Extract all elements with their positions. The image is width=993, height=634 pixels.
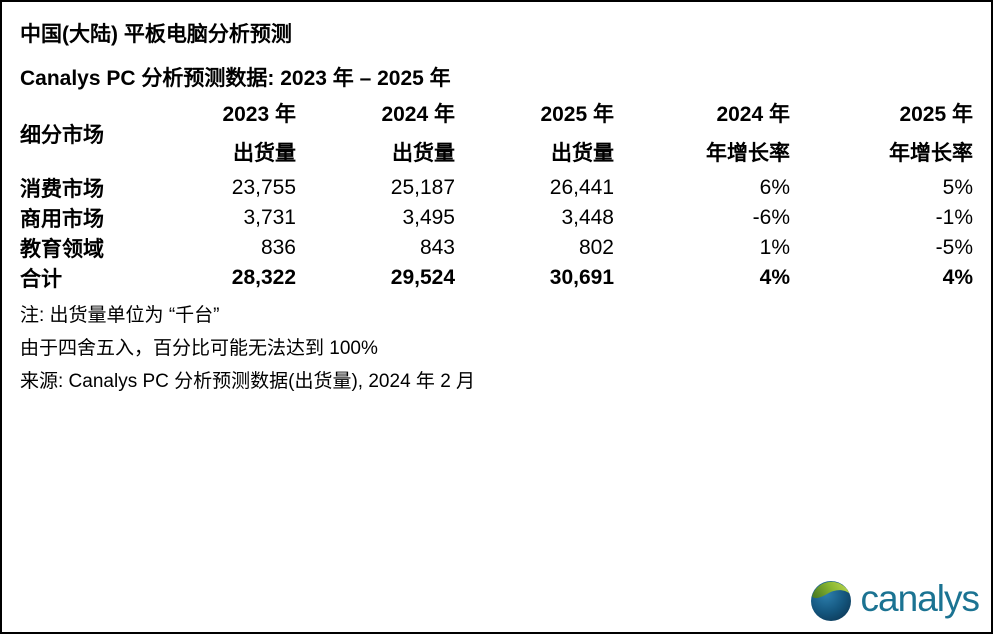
row-label: 合计	[20, 268, 62, 291]
column-header-line1: 2025 年	[899, 103, 973, 126]
cell-value: -1%	[935, 206, 973, 229]
table-row-education: 教育领域 836 843 802 1% -5%	[20, 233, 973, 263]
cell-value: 28,322	[231, 266, 296, 289]
table-row-commercial: 商用市场 3,731 3,495 3,448 -6% -1%	[20, 203, 973, 233]
cell-value: 4%	[942, 266, 973, 289]
cell-value: 3,731	[243, 206, 296, 229]
row-label: 消费市场	[20, 178, 104, 201]
canalys-globe-icon	[810, 581, 851, 621]
column-header-2023-shipments: 2023 年 出货量	[150, 95, 296, 173]
column-header-line2: 出货量	[392, 142, 455, 165]
column-header-2024-shipments: 2024 年 出货量	[296, 95, 455, 173]
cell-value: 836	[260, 236, 296, 259]
note-rounding: 由于四舍五入，百分比可能无法达到 100%	[20, 338, 378, 359]
forecast-table: 细分市场 2023 年 出货量 2024 年 出货量 2025 年 出货量 20…	[20, 95, 973, 293]
cell-value: 843	[419, 236, 455, 259]
cell-value: 4%	[759, 266, 790, 289]
table-row-total: 合计 28,322 29,524 30,691 4% 4%	[20, 263, 973, 293]
cell-value: 25,187	[390, 176, 455, 199]
cell-value: 5%	[942, 176, 973, 199]
table-header-row: 细分市场 2023 年 出货量 2024 年 出货量 2025 年 出货量 20…	[20, 95, 973, 173]
cell-value: 6%	[759, 176, 790, 199]
cell-value: 1%	[759, 236, 790, 259]
footnotes: 注: 出货量单位为 “千台” 由于四舍五入，百分比可能无法达到 100% 来源:…	[20, 299, 973, 398]
cell-value: 26,441	[549, 176, 614, 199]
report-title: 中国(大陆) 平板电脑分析预测	[20, 23, 292, 46]
column-header-2025-growth: 2025 年 年增长率	[790, 95, 973, 173]
row-label: 教育领域	[20, 238, 104, 261]
cell-value: 29,524	[390, 266, 455, 289]
column-header-line2: 年增长率	[706, 142, 790, 165]
column-header-line1: 2024 年	[381, 103, 455, 126]
cell-value: 802	[578, 236, 614, 259]
cell-value: -6%	[752, 206, 790, 229]
column-header-2025-shipments: 2025 年 出货量	[455, 95, 614, 173]
canalys-wordmark: canalys	[860, 577, 980, 619]
cell-value: 30,691	[549, 266, 614, 289]
source-line: 来源: Canalys PC 分析预测数据(出货量), 2024 年 2 月	[20, 371, 476, 392]
canalys-logo: canalys	[810, 577, 980, 622]
column-header-line1: 2025 年	[540, 103, 614, 126]
column-header-line2: 年增长率	[889, 142, 973, 165]
row-label: 商用市场	[20, 208, 104, 231]
note-units: 注: 出货量单位为 “千台”	[20, 305, 220, 326]
column-header-line2: 出货量	[551, 142, 614, 165]
column-header-line1: 2023 年	[222, 103, 296, 126]
column-header-segment: 细分市场	[20, 124, 104, 147]
cell-value: 3,448	[561, 206, 614, 229]
cell-value: -5%	[935, 236, 973, 259]
report-subtitle: Canalys PC 分析预测数据: 2023 年 – 2025 年	[20, 67, 451, 90]
column-header-2024-growth: 2024 年 年增长率	[614, 95, 790, 173]
cell-value: 3,495	[402, 206, 455, 229]
cell-value: 23,755	[231, 176, 296, 199]
column-header-line1: 2024 年	[716, 103, 790, 126]
table-row-consumer: 消费市场 23,755 25,187 26,441 6% 5%	[20, 173, 973, 203]
column-header-line2: 出货量	[233, 142, 296, 165]
